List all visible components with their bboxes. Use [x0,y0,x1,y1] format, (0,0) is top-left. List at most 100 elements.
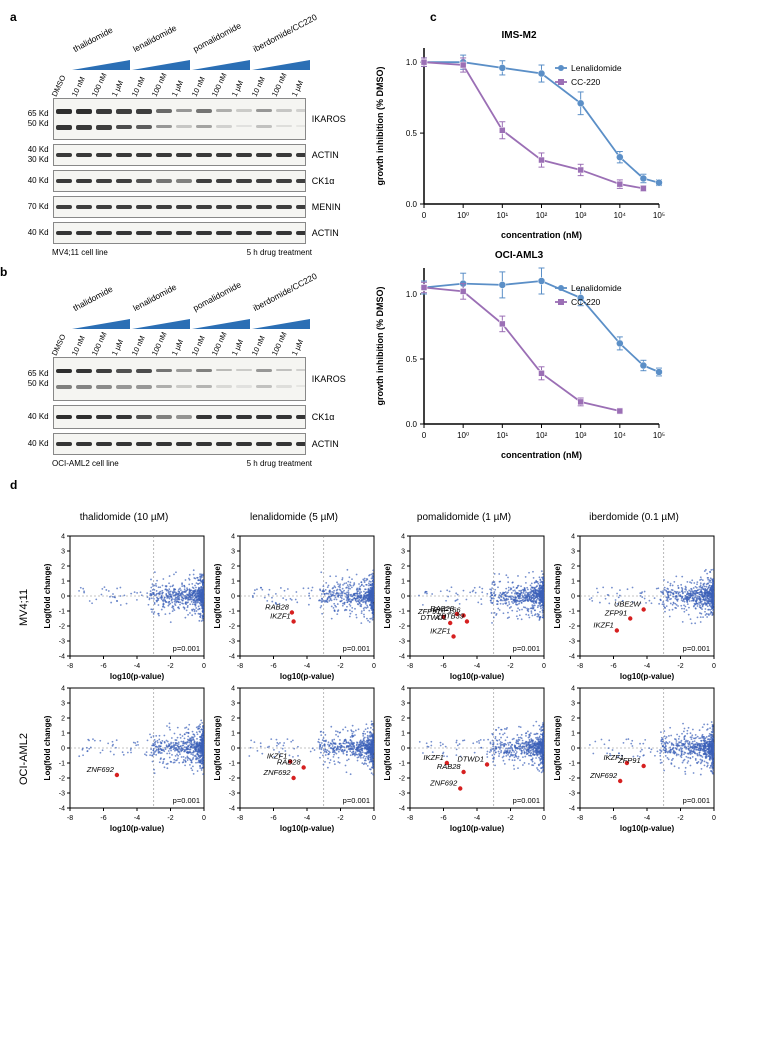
svg-text:Log(fold change): Log(fold change) [43,715,52,780]
blot-image [53,196,306,218]
chart-ims-m2: IMS-M20.00.51.0010⁰10¹10²10³10⁴10⁵concen… [369,24,747,244]
svg-text:IKZF1: IKZF1 [270,612,290,621]
blot-image [53,433,306,455]
blot-target-label: MENIN [306,202,360,212]
svg-text:IKZF1: IKZF1 [430,627,450,636]
scatter-plot: p=0.001-8-6-4-20-4-3-2-101234log10(p-val… [40,532,208,682]
svg-text:1: 1 [61,731,65,738]
svg-text:-8: -8 [407,663,413,670]
svg-text:-2: -2 [337,663,343,670]
gradient-triangle [192,319,250,329]
svg-text:-1: -1 [569,609,575,616]
conc-label: 100 nM [90,72,109,98]
svg-text:-3: -3 [569,639,575,646]
blot-target-label: ACTIN [306,150,360,160]
svg-text:p=0.001: p=0.001 [173,644,200,653]
svg-text:Log(fold change): Log(fold change) [383,563,392,628]
svg-text:Log(fold change): Log(fold change) [553,563,562,628]
svg-text:3: 3 [571,549,575,556]
svg-text:ZBTB39: ZBTB39 [435,612,464,621]
conc-label: 10 nM [130,75,147,98]
svg-text:-3: -3 [229,791,235,798]
scatter-cell: ZNF692p=0.001-8-6-4-20-4-3-2-101234log10… [40,684,208,834]
scatter-plot: IKZF1ZFP91ZNF692p=0.001-8-6-4-20-4-3-2-1… [550,684,718,834]
svg-text:-3: -3 [59,639,65,646]
blot-image [53,144,306,166]
svg-text:3: 3 [231,701,235,708]
svg-text:2: 2 [401,564,405,571]
svg-text:-8: -8 [67,663,73,670]
svg-text:2: 2 [231,564,235,571]
dose-response-chart: OCI-AML30.00.51.0010⁰10¹10²10³10⁴10⁵conc… [369,244,669,464]
svg-text:10⁴: 10⁴ [613,431,626,440]
treatment-label: 5 h drug treatment [247,459,312,468]
svg-text:log10(p-value): log10(p-value) [280,824,335,833]
gradient-triangle [192,60,250,70]
svg-text:0: 0 [372,815,376,822]
conc-label: 10 nM [250,75,267,98]
conc-label: 1 µM [170,338,185,357]
svg-text:10³: 10³ [574,211,586,220]
blot-target-label: ACTIN [306,228,360,238]
svg-text:-4: -4 [59,806,65,813]
svg-text:10⁵: 10⁵ [652,211,664,220]
svg-text:Log(fold change): Log(fold change) [213,715,222,780]
svg-text:-8: -8 [577,663,583,670]
svg-text:p=0.001: p=0.001 [343,796,370,805]
blot-image [53,170,306,192]
svg-text:0: 0 [712,663,716,670]
svg-text:2: 2 [571,564,575,571]
svg-text:0: 0 [202,663,206,670]
cell-line-label: OCI-AML2 cell line [52,459,119,468]
svg-text:-4: -4 [304,815,310,822]
scatter-col-header: thalidomide (10 µM) [40,512,208,530]
blot-target-label: IKAROS [306,114,360,124]
conc-label: 100 nM [90,331,109,357]
drug-label: thalidomide [71,25,114,54]
panel-c: IMS-M20.00.51.0010⁰10¹10²10³10⁴10⁵concen… [369,24,747,468]
figure: a c thalidomidelenalidomidepomalidomidei… [10,10,747,834]
svg-text:0: 0 [202,815,206,822]
svg-text:RAB28: RAB28 [277,758,302,767]
svg-text:-6: -6 [100,663,106,670]
svg-text:concentration (nM): concentration (nM) [501,230,582,240]
svg-text:-4: -4 [399,654,405,661]
svg-text:-4: -4 [304,663,310,670]
conc-label: DMSO [50,74,68,98]
scatter-cell: UBE2WZFP91IKZF1p=0.001-8-6-4-20-4-3-2-10… [550,532,718,682]
blot-row: 40 KdCK1α [10,170,360,192]
conc-label: 1 µM [290,338,305,357]
blot-image [53,405,306,429]
svg-text:-2: -2 [399,624,405,631]
svg-text:log10(p-value): log10(p-value) [620,672,675,681]
svg-text:-3: -3 [229,639,235,646]
panel-b: thalidomidelenalidomidepomalidomideiberd… [10,283,360,468]
svg-text:-1: -1 [229,761,235,768]
conc-label: DMSO [50,333,68,357]
svg-text:-4: -4 [134,663,140,670]
svg-text:1: 1 [61,579,65,586]
svg-text:-6: -6 [100,815,106,822]
panel-b-label: b [0,265,7,279]
svg-text:Log(fold change): Log(fold change) [43,563,52,628]
svg-text:-1: -1 [229,609,235,616]
conc-label: 100 nM [270,72,289,98]
svg-text:0: 0 [571,594,575,601]
svg-text:-2: -2 [229,624,235,631]
scatter-cell: p=0.001-8-6-4-20-4-3-2-101234log10(p-val… [40,532,208,682]
svg-text:-2: -2 [229,776,235,783]
svg-text:10⁴: 10⁴ [613,211,626,220]
scatter-plot: UBE2WZFP91IKZF1p=0.001-8-6-4-20-4-3-2-10… [550,532,718,682]
svg-text:-4: -4 [474,663,480,670]
scatter-plot: IKZF1RAB28ZNF692p=0.001-8-6-4-20-4-3-2-1… [210,684,378,834]
scatter-col-header: iberdomide (0.1 µM) [550,512,718,530]
svg-text:-4: -4 [644,663,650,670]
svg-text:-2: -2 [167,815,173,822]
conc-label: 1 µM [230,79,245,98]
svg-text:-2: -2 [167,663,173,670]
blot-row: 65 Kd50 KdIKAROS [10,98,360,140]
drug-label: thalidomide [71,284,114,313]
scatter-cell: IKZF1DTWD1RAB28ZNF692p=0.001-8-6-4-20-4-… [380,684,548,834]
svg-text:1: 1 [401,579,405,586]
svg-text:0: 0 [61,746,65,753]
